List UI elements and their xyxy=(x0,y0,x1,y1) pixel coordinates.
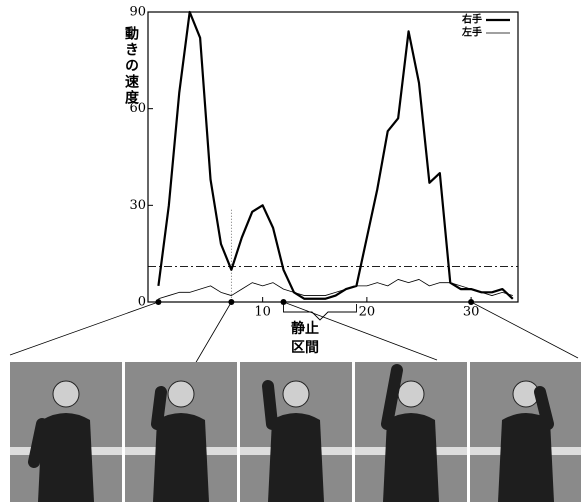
y-tick-label: 90 xyxy=(129,5,146,20)
y-axis-label: 動きの速度 xyxy=(123,25,139,106)
key-frame-dot xyxy=(468,299,474,305)
legend-label: 右手 xyxy=(461,13,482,26)
connector xyxy=(471,302,578,358)
connector xyxy=(195,302,231,364)
plot-frame xyxy=(148,12,518,302)
key-frame-dot xyxy=(155,299,161,305)
series-line xyxy=(158,12,512,299)
person-arm xyxy=(268,386,272,424)
x-tick-label: 30 xyxy=(463,305,480,320)
person-arm xyxy=(540,392,548,424)
person-head xyxy=(53,381,79,407)
person-head xyxy=(283,381,309,407)
person-head xyxy=(398,381,424,407)
legend-label: 左手 xyxy=(461,26,482,39)
y-tick-label: 30 xyxy=(129,198,146,213)
figure: 動きの速度 0306090102030右手左手静止区間静止区間 xyxy=(0,0,581,502)
key-frame-dot xyxy=(228,299,234,305)
person-arm xyxy=(157,392,161,424)
interval-label-text: 静止区間 xyxy=(290,320,320,358)
interval-label-box: 静止区間 xyxy=(290,320,330,364)
y-tick-label: 60 xyxy=(129,101,146,116)
key-frame-dot xyxy=(280,299,286,305)
x-tick-label: 20 xyxy=(359,305,376,320)
connector xyxy=(10,302,158,355)
person-arm xyxy=(34,424,42,462)
person-head xyxy=(168,381,194,407)
x-tick-label: 10 xyxy=(254,305,271,320)
